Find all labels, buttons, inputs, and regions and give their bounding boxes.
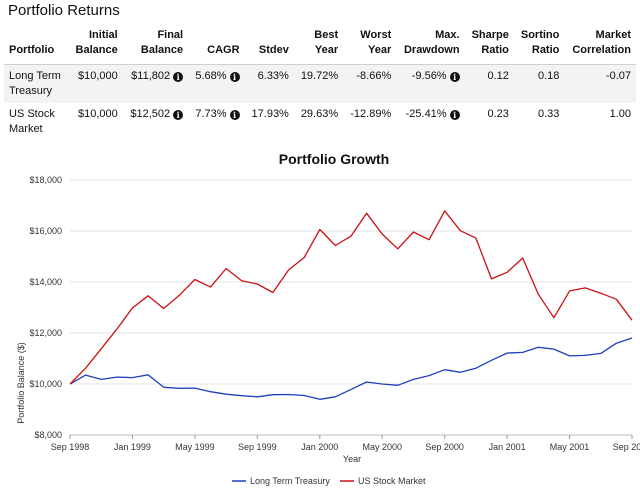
x-tick-label: Sep 2000 xyxy=(425,442,464,452)
x-axis-ticks: Sep 1998 Jan 1999 May 1999 Sep 1999 Jan 2000… xyxy=(51,435,640,452)
header-stdev: Stdev xyxy=(244,24,294,65)
x-tick-label: Sep 1998 xyxy=(51,442,90,452)
best-year-cell: 19.72% xyxy=(293,64,344,103)
portfolio-name: US Stock Market xyxy=(9,108,55,135)
chart-gridlines xyxy=(70,179,632,436)
y-tick-label: $16,000 xyxy=(29,226,62,236)
x-tick-label: Jan 2001 xyxy=(489,442,526,452)
info-circle-icon[interactable]: i xyxy=(173,110,184,120)
chart-legend: Long Term Treasury US Stock Market xyxy=(232,476,426,486)
y-tick-label: $8,000 xyxy=(34,430,62,440)
header-final-balance: Final Balance xyxy=(122,24,189,65)
y-axis-ticks: $8,000 $10,000 $12,000 $14,000 $16,000 $18,00… xyxy=(29,175,62,440)
series-line-us-stock-market xyxy=(69,210,633,385)
y-tick-label: $12,000 xyxy=(29,328,62,338)
table-row: Long Term Treasury $10,000 $11,802 i 5.68%… xyxy=(4,64,636,103)
header-sharpe-ratio: Sharpe Ratio xyxy=(464,24,514,65)
series-line-long-term-treasury xyxy=(69,337,633,400)
cagr-cell: 5.68% i xyxy=(188,64,245,103)
final-balance-cell: $12,502 i xyxy=(123,103,188,141)
sortino-ratio-cell: 0.18 xyxy=(513,64,565,103)
header-market-correlation: Market Correlation xyxy=(564,24,636,65)
x-tick-label: Jan 2000 xyxy=(301,442,338,452)
portfolio-name: Long Term Treasury xyxy=(4,64,69,103)
chart-series xyxy=(69,210,633,400)
y-tick-label: $18,000 xyxy=(29,175,62,185)
initial-balance-cell: $10,000 xyxy=(77,108,118,120)
final-balance-cell: $11,802 i xyxy=(122,64,189,103)
stdev-cell: 6.33% xyxy=(244,64,294,103)
header-max-drawdown: Max. Drawdown xyxy=(396,24,465,65)
info-circle-icon[interactable]: i xyxy=(449,110,460,120)
best-year-cell: 29.63% xyxy=(300,108,339,120)
legend-label-us-stock-market: US Stock Market xyxy=(358,476,426,486)
sharpe-ratio-cell: 0.12 xyxy=(464,64,514,103)
info-circle-icon[interactable]: i xyxy=(449,72,460,82)
portfolio-returns-table: Portfolio Initial Balance Final Balance CA… xyxy=(4,24,636,141)
worst-year-cell: -8.66% xyxy=(343,64,397,103)
y-tick-label: $10,000 xyxy=(29,379,62,389)
x-tick-label: Sep 2001 xyxy=(613,442,640,452)
header-sortino-ratio: Sortino Ratio xyxy=(513,24,565,65)
table-row: US Stock Market $10,000 $12,502 i 7.73% i 1… xyxy=(4,103,636,141)
chart-title: Portfolio Growth xyxy=(279,151,389,167)
header-cagr: CAGR xyxy=(188,24,245,65)
portfolio-growth-chart: Portfolio Growth $8,000 $10,000 $12,000 $14… xyxy=(16,151,640,486)
header-worst-year: Worst Year xyxy=(343,24,397,65)
x-tick-label: May 2001 xyxy=(550,442,590,452)
market-correlation-cell: -0.07 xyxy=(564,64,636,103)
info-circle-icon[interactable]: i xyxy=(173,72,184,82)
initial-balance-cell: $10,000 xyxy=(68,64,123,103)
y-axis-label: Portfolio Balance ($) xyxy=(16,342,26,424)
sharpe-ratio-cell: 0.23 xyxy=(487,108,509,120)
table-header-row: Portfolio Initial Balance Final Balance CA… xyxy=(4,24,636,65)
info-circle-icon[interactable]: i xyxy=(229,72,240,82)
stdev-cell: 17.93% xyxy=(251,108,289,120)
x-tick-label: May 1999 xyxy=(175,442,215,452)
header-portfolio: Portfolio xyxy=(4,24,69,65)
info-circle-icon[interactable]: i xyxy=(229,110,240,120)
max-drawdown-cell: -9.56% i xyxy=(396,64,465,103)
header-initial-balance: Initial Balance xyxy=(68,24,123,65)
x-tick-label: Jan 1999 xyxy=(114,442,151,452)
worst-year-cell: -12.89% xyxy=(350,108,392,120)
x-tick-label: Sep 1999 xyxy=(238,442,277,452)
header-best-year: Best Year xyxy=(293,24,344,65)
market-correlation-cell: 1.00 xyxy=(609,108,631,120)
max-drawdown-cell: -25.41% i xyxy=(396,103,464,141)
legend-label-long-term-treasury: Long Term Treasury xyxy=(250,476,330,486)
x-tick-label: May 2000 xyxy=(362,442,402,452)
sortino-ratio-cell: 0.33 xyxy=(537,108,560,120)
section-title: Portfolio Returns xyxy=(8,2,120,19)
cagr-cell: 7.73% i xyxy=(188,103,244,141)
y-tick-label: $14,000 xyxy=(29,277,62,287)
x-axis-label: Year xyxy=(343,454,361,464)
